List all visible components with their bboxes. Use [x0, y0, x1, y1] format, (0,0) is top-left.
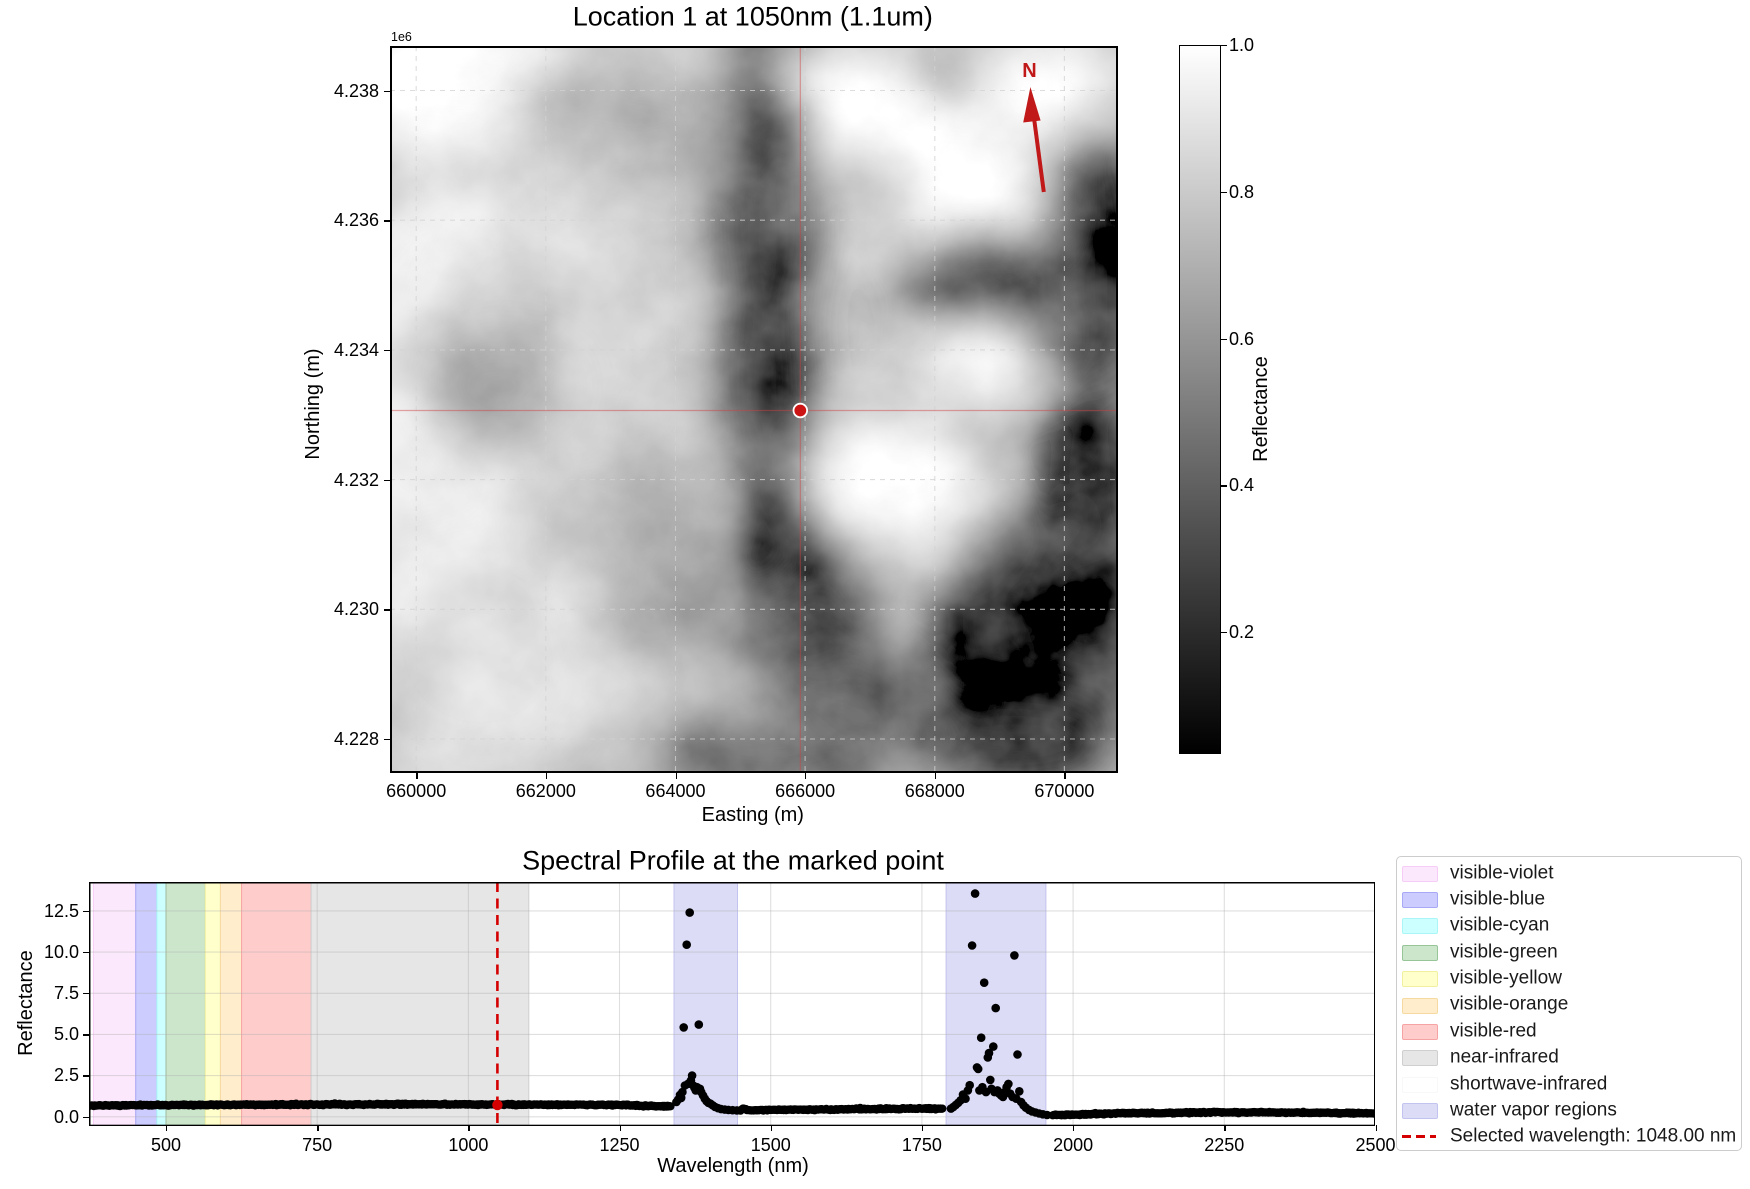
svg-text:N: N	[1022, 60, 1036, 82]
